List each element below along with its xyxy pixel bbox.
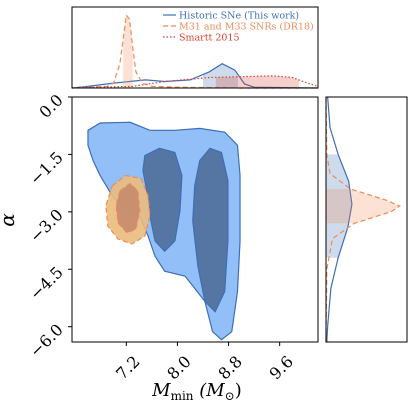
- marginal-curve: [71, 75, 319, 89]
- x-label-part: (M: [194, 380, 226, 401]
- y-tick-label: 0.0: [35, 90, 66, 121]
- y-tick-label: −3.0: [26, 205, 67, 246]
- x-label-part: ): [235, 380, 242, 401]
- marginal-curve: [71, 63, 319, 89]
- marginal-fill: [202, 63, 239, 88]
- x-tick-label: 8.0: [163, 352, 194, 383]
- legend-label: M31 and M33 SNRs (DR18): [179, 22, 314, 33]
- top-panel-frame: [71, 6, 319, 89]
- x-label-part: ⊙: [225, 389, 235, 403]
- contour-region: [142, 147, 183, 253]
- x-tick-label: 8.8: [214, 352, 245, 383]
- x-tick-label: 9.6: [266, 352, 297, 383]
- marginal-curve: [71, 13, 318, 89]
- legend-label: Smartt 2015: [179, 33, 240, 44]
- y-tick-label: −1.5: [26, 148, 67, 189]
- marginal-curve: [326, 96, 353, 343]
- marginal-fill: [326, 154, 352, 258]
- marginal-fill: [326, 188, 400, 224]
- marginal-fill: [123, 15, 133, 88]
- marginal-curve: [325, 96, 401, 343]
- contour-region: [192, 147, 229, 313]
- marginal-fill: [215, 75, 299, 88]
- y-tick-label: −6.0: [26, 320, 67, 361]
- y-tick-label: −4.5: [26, 263, 67, 304]
- x-tick-label: 7.2: [112, 352, 143, 383]
- contour-region: [115, 182, 141, 234]
- x-label-part: M: [151, 380, 171, 401]
- x-axis-label: Mmin (M⊙): [151, 380, 242, 403]
- legend-label: Historic SNe (This work): [179, 11, 299, 22]
- y-axis-label: α: [0, 213, 19, 227]
- x-label-part: min: [171, 389, 194, 403]
- plot-content: [71, 13, 401, 343]
- main-contours: [87, 121, 241, 341]
- main-panel-frame: [71, 96, 319, 343]
- right-panel-frame: [325, 96, 408, 343]
